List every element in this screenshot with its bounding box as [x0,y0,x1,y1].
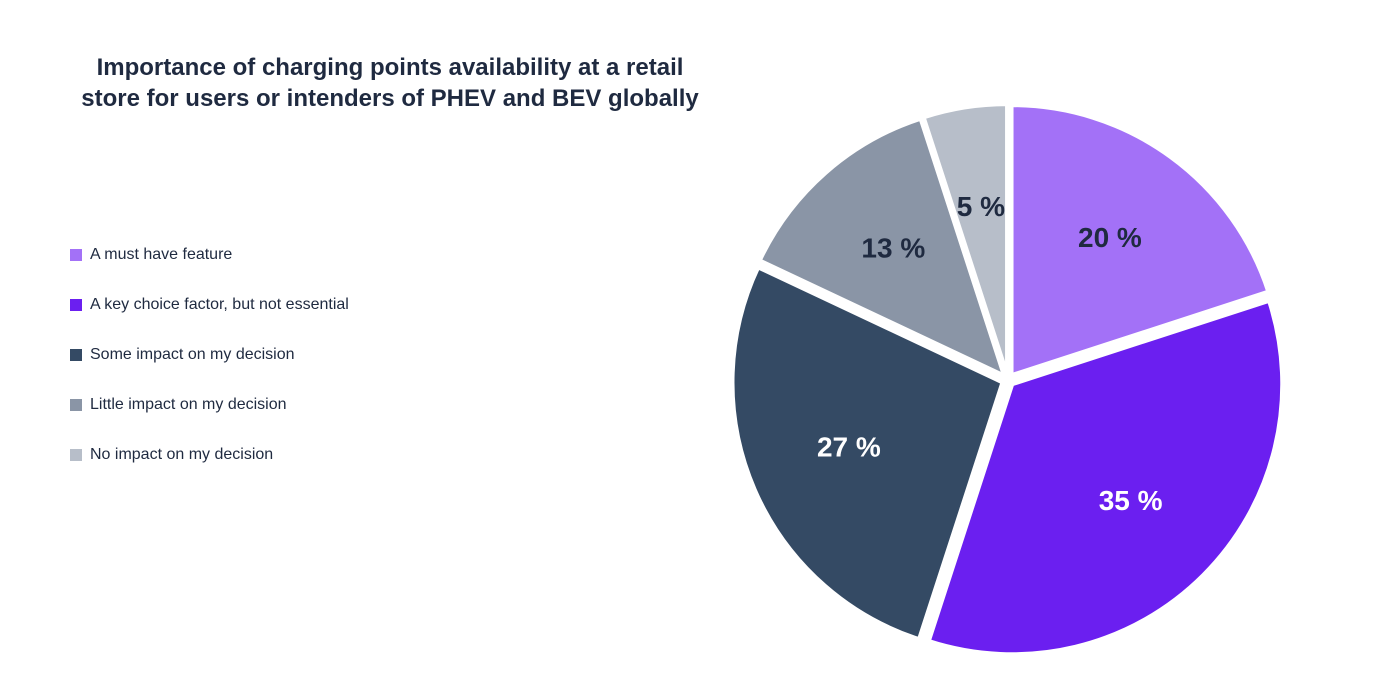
pie-chart: 20 % 35 % 27 % 13 % 5 % [720,92,1296,668]
legend-swatch [70,399,82,411]
legend-label: A must have feature [90,246,232,264]
legend-item: A must have feature [70,246,349,264]
legend-label: No impact on my decision [90,446,273,464]
legend-item: Little impact on my decision [70,396,349,414]
legend-swatch [70,449,82,461]
legend-item: No impact on my decision [70,446,349,464]
legend-label: Some impact on my decision [90,346,295,364]
legend-swatch [70,349,82,361]
legend-item: A key choice factor, but not essential [70,296,349,314]
slice-label: 5 % [957,191,1005,222]
legend-item: Some impact on my decision [70,346,349,364]
slice-label: 13 % [861,232,925,263]
legend-swatch [70,299,82,311]
legend-label: Little impact on my decision [90,396,287,414]
legend-swatch [70,249,82,261]
legend: A must have feature A key choice factor, … [70,246,349,464]
chart-title: Importance of charging points availabili… [70,52,710,114]
slice-label: 35 % [1099,485,1163,516]
slice-label: 27 % [817,431,881,462]
legend-label: A key choice factor, but not essential [90,296,349,314]
slice-label: 20 % [1078,222,1142,253]
